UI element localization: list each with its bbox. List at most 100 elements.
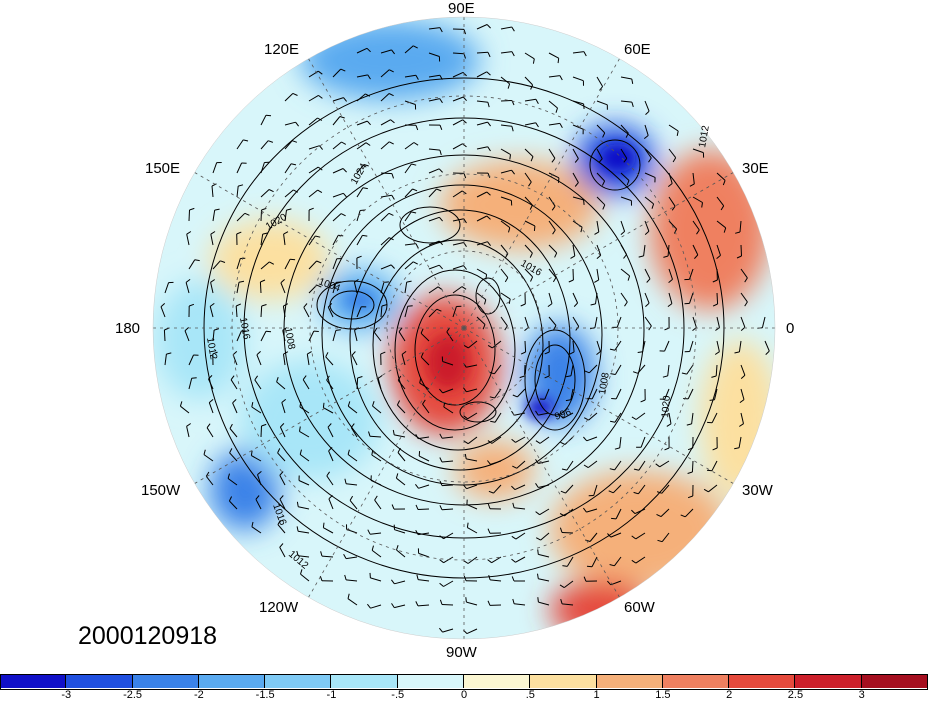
wind-barb — [548, 75, 560, 78]
wind-barb — [298, 530, 310, 534]
wind-barb — [500, 220, 511, 229]
wind-barb — [260, 261, 270, 270]
wind-barb — [441, 460, 454, 463]
wind-barb — [634, 508, 646, 515]
wind-barb — [418, 484, 430, 489]
wind-barb-flag — [439, 535, 444, 540]
wind-barb-flag — [412, 188, 418, 192]
wind-barb — [716, 244, 721, 256]
wind-barb-flag — [555, 107, 558, 113]
wind-barb — [380, 141, 390, 150]
wind-barb-flag — [392, 429, 395, 435]
wind-barb-flag — [390, 579, 395, 585]
wind-barb-flag — [463, 29, 467, 35]
wind-barb — [283, 234, 286, 246]
wind-barb-flag — [544, 351, 550, 355]
wind-barb-flag — [529, 252, 533, 258]
wind-barb — [572, 244, 576, 256]
wind-barb-flag — [367, 74, 371, 80]
wind-barb-flag — [340, 213, 346, 217]
wind-barb-flag — [229, 448, 233, 454]
wind-barb — [404, 211, 412, 222]
wind-barb — [351, 354, 358, 366]
colorbar-tick-label: -2.5 — [123, 689, 143, 701]
wind-barb — [596, 172, 605, 182]
wind-barb-flag — [347, 449, 350, 455]
wind-barb-flag — [583, 103, 585, 109]
date-stamp: 2000120918 — [78, 622, 218, 650]
wind-barb-flag — [607, 580, 612, 586]
wind-barb-flag — [520, 351, 526, 355]
wind-barb — [664, 388, 670, 400]
wind-barb-flag — [722, 180, 726, 186]
wind-barb — [186, 234, 190, 246]
wind-barb — [596, 340, 601, 352]
wind-barb — [738, 436, 742, 448]
wind-barb-flag — [573, 302, 578, 307]
wind-barb — [740, 268, 748, 279]
wind-barb — [346, 579, 358, 582]
wind-barb-flag — [703, 488, 709, 493]
wind-barb — [229, 452, 238, 462]
wind-barb-flag — [561, 468, 568, 471]
wind-barb — [256, 354, 262, 366]
wind-barb-flag — [590, 303, 596, 306]
wind-barb — [332, 192, 344, 198]
wind-barb — [500, 51, 512, 54]
wind-barb-flag — [709, 399, 715, 401]
wind-barb — [443, 532, 454, 540]
wind-barb-flag — [607, 533, 612, 538]
wind-barb-flag — [552, 229, 556, 235]
wind-barb-flag — [439, 627, 443, 633]
wind-barb — [493, 364, 502, 375]
wind-barb-flag — [243, 139, 249, 142]
wind-barb — [490, 460, 502, 465]
wind-barb — [332, 97, 344, 102]
wind-barb-flag — [656, 513, 662, 518]
wind-barb-flag — [389, 141, 394, 145]
wind-barb-flag — [388, 212, 394, 216]
wind-barb-flag — [535, 440, 541, 444]
wind-barb-flag — [623, 158, 628, 163]
wind-barb — [209, 306, 214, 318]
wind-barb — [620, 292, 628, 303]
wind-barb — [539, 508, 550, 516]
wind-barb — [490, 579, 502, 582]
wind-barb — [637, 364, 646, 374]
wind-barb-flag — [706, 469, 712, 472]
isobar-label: 1012 — [697, 124, 712, 148]
isobar-label: 1020 — [660, 395, 673, 419]
wind-barb — [686, 364, 694, 375]
wind-barb-flag — [559, 513, 565, 517]
wind-barb-flag — [316, 260, 322, 264]
wind-barb-flag — [530, 156, 534, 162]
wind-barb-flag — [583, 576, 587, 582]
wind-barb — [620, 220, 626, 232]
wind-barb-flag — [657, 539, 663, 543]
wind-barb-flag — [596, 255, 602, 259]
wind-barb-flag — [559, 527, 563, 533]
colorbar-swatch — [66, 674, 133, 688]
wind-barb — [668, 148, 677, 159]
wind-barb-flag — [322, 402, 325, 408]
wind-barb-flag — [388, 93, 394, 97]
wind-barb-flag — [251, 402, 254, 408]
wind-barb — [476, 292, 487, 301]
wind-barb-flag — [395, 473, 399, 479]
wind-barb — [644, 172, 656, 178]
wind-barb-flag — [356, 255, 362, 259]
wind-barb — [466, 458, 478, 462]
wind-barb-flag — [292, 140, 298, 143]
wind-barb — [277, 452, 286, 462]
wind-barb — [452, 265, 464, 270]
wind-barb — [563, 412, 574, 419]
wind-barb — [596, 100, 608, 106]
wind-barb-flag — [465, 597, 467, 603]
wind-barb-flag — [261, 423, 267, 427]
wind-barb — [417, 604, 430, 607]
wind-barb-flag — [363, 164, 369, 167]
wind-barb — [370, 604, 382, 609]
wind-barb-flag — [303, 303, 308, 308]
wind-barb-flag — [251, 521, 254, 527]
colorbar-tick-label: -3 — [61, 689, 72, 701]
